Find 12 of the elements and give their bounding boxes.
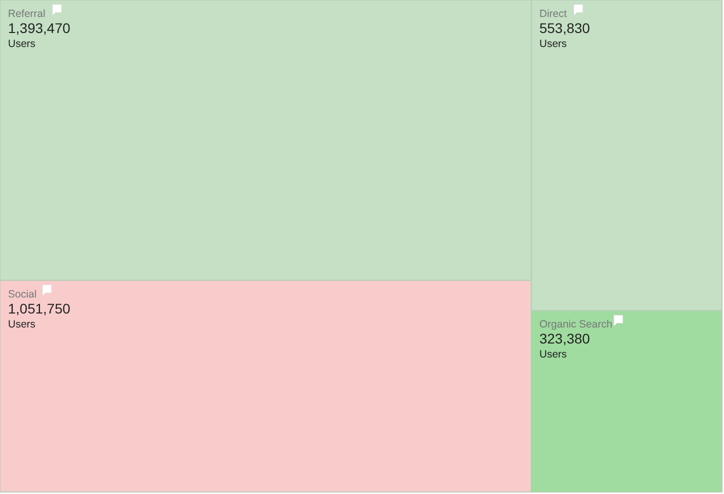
category-label: Organic Search — [539, 318, 612, 331]
text: Users — [8, 318, 36, 330]
data-label: 323,380 — [539, 330, 590, 347]
category-label: Social — [8, 288, 37, 300]
data-label: 1,393,470 — [8, 20, 70, 36]
text: Users — [539, 348, 567, 361]
category-label: Direct — [539, 8, 567, 20]
data-label: 553,830 — [539, 20, 590, 36]
text: Users — [539, 38, 567, 50]
category-label: Referral — [8, 8, 46, 20]
text: Users — [8, 38, 36, 50]
data-label: 1,051,750 — [8, 300, 70, 316]
